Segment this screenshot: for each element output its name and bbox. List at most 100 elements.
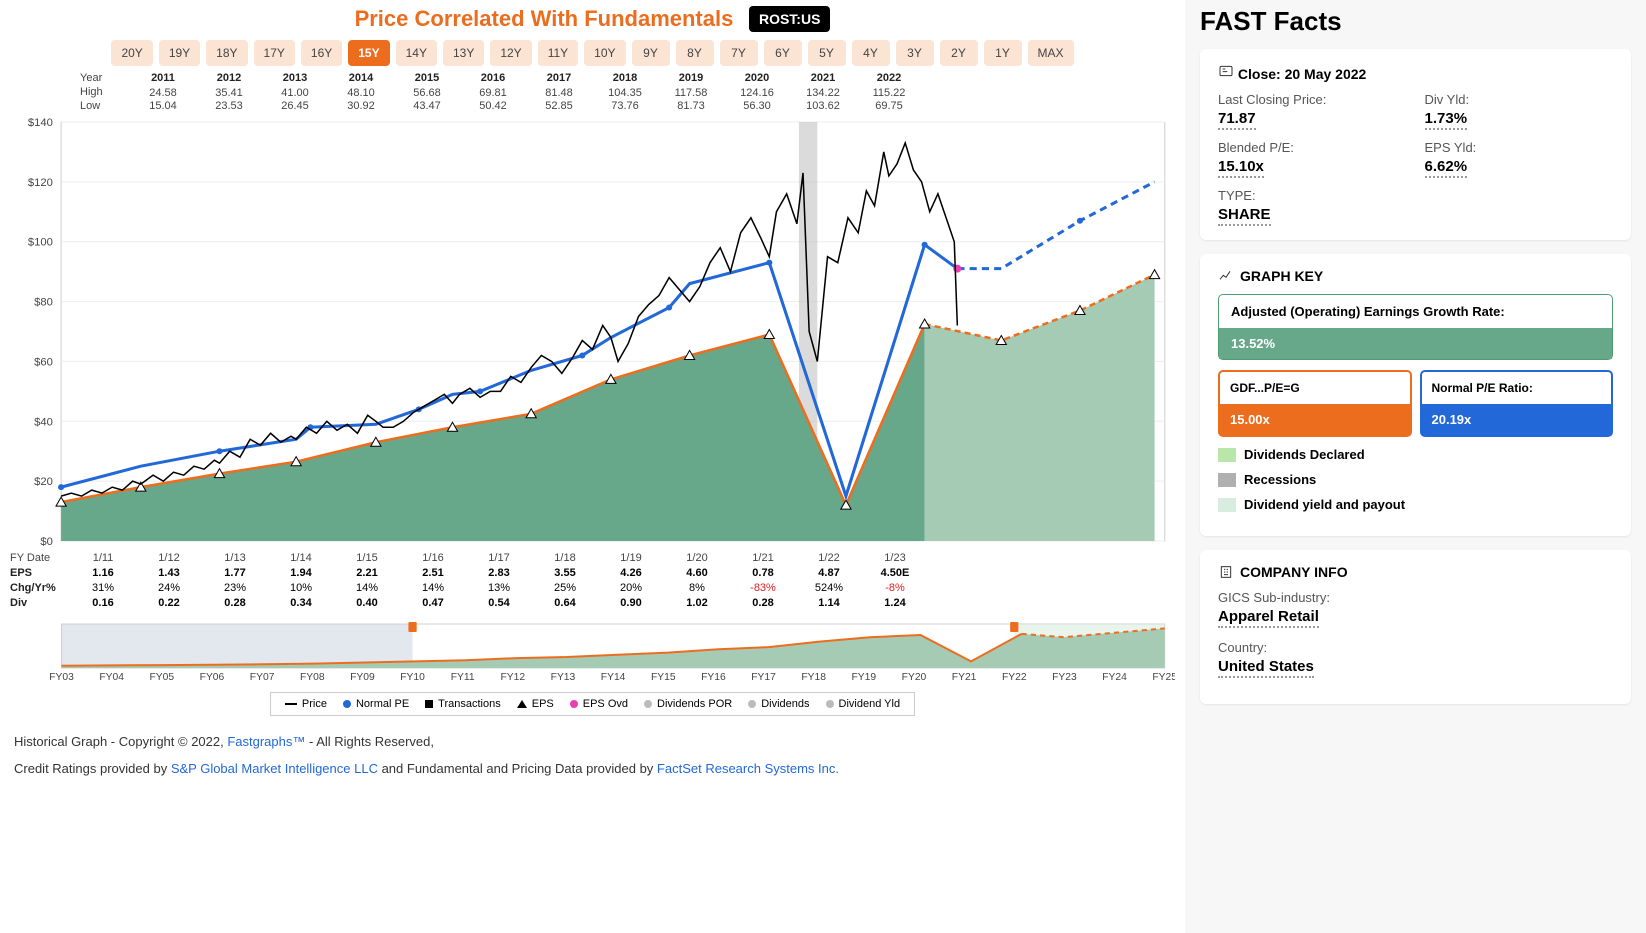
legend-item[interactable]: Dividends bbox=[748, 698, 809, 710]
svg-text:FY24: FY24 bbox=[1102, 672, 1127, 682]
hl-col: 201341.0026.45 bbox=[262, 72, 328, 114]
svg-text:$140: $140 bbox=[28, 117, 53, 129]
year-tab-1y[interactable]: 1Y bbox=[984, 40, 1022, 66]
fy-col: 1/224.87524%1.14 bbox=[796, 552, 862, 612]
svg-text:FY22: FY22 bbox=[1002, 672, 1027, 682]
company-row: GICS Sub-industry:Apparel Retail bbox=[1218, 590, 1613, 628]
legend-item[interactable]: EPS bbox=[517, 698, 554, 710]
legend-item[interactable]: Price bbox=[285, 698, 327, 710]
stat-cell: TYPE:SHARE bbox=[1218, 188, 1407, 226]
graph-key-card: GRAPH KEY Adjusted (Operating) Earnings … bbox=[1200, 254, 1631, 536]
svg-text:FY18: FY18 bbox=[801, 672, 826, 682]
fy-col: 1/183.5525%0.64 bbox=[532, 552, 598, 612]
fy-col: 1/172.8313%0.54 bbox=[466, 552, 532, 612]
svg-text:FY13: FY13 bbox=[551, 672, 576, 682]
year-tab-16y[interactable]: 16Y bbox=[301, 40, 342, 66]
year-tabs: 20Y 19Y18Y 17Y16Y15Y 14Y13Y12Y 11Y10Y 9Y8Y7Y6… bbox=[10, 40, 1175, 66]
stat-cell: EPS Yld:6.62% bbox=[1425, 140, 1614, 178]
spglobal-link[interactable]: S&P Global Market Intelligence LLC bbox=[171, 761, 378, 776]
year-tab-4y[interactable]: 4Y bbox=[852, 40, 890, 66]
year-tab-17y[interactable]: 17Y bbox=[254, 40, 295, 66]
fy-col: 1/194.2620%0.90 bbox=[598, 552, 664, 612]
fy-col: 1/111.1631%0.16 bbox=[70, 552, 136, 612]
stat-cell: Blended P/E:15.10x bbox=[1218, 140, 1407, 178]
legend-item[interactable]: EPS Ovd bbox=[570, 698, 628, 710]
year-tab-20y[interactable]: 20Y bbox=[111, 40, 152, 66]
svg-text:FY10: FY10 bbox=[400, 672, 425, 682]
year-tab-2y[interactable]: 2Y bbox=[940, 40, 978, 66]
key-legend-row: Dividends Declared bbox=[1218, 447, 1613, 462]
graph-icon bbox=[1218, 268, 1234, 284]
year-tab-9y[interactable]: 9Y bbox=[632, 40, 670, 66]
year-tab-3y[interactable]: 3Y bbox=[896, 40, 934, 66]
year-tab-10y[interactable]: 10Y bbox=[584, 40, 625, 66]
svg-text:$100: $100 bbox=[28, 237, 53, 249]
svg-text:FY15: FY15 bbox=[651, 672, 676, 682]
normal-pe-value: 20.19x bbox=[1422, 404, 1612, 435]
main-column: Price Correlated With Fundamentals ROST:… bbox=[0, 0, 1185, 933]
year-tab-13y[interactable]: 13Y bbox=[443, 40, 484, 66]
legend-item[interactable]: Dividends POR bbox=[644, 698, 732, 710]
year-tab-11y[interactable]: 11Y bbox=[538, 40, 578, 66]
company-info-header: COMPANY INFO bbox=[1218, 564, 1613, 580]
year-tab-7y[interactable]: 7Y bbox=[720, 40, 758, 66]
factset-link[interactable]: FactSet Research Systems Inc. bbox=[657, 761, 839, 776]
svg-text:FY07: FY07 bbox=[250, 672, 275, 682]
earnings-growth-label: Adjusted (Operating) Earnings Growth Rat… bbox=[1219, 295, 1612, 328]
svg-text:$20: $20 bbox=[34, 476, 53, 488]
year-tab-5y[interactable]: 5Y bbox=[808, 40, 846, 66]
earnings-growth-box: Adjusted (Operating) Earnings Growth Rat… bbox=[1218, 294, 1613, 360]
hl-col: 201448.1030.92 bbox=[328, 72, 394, 114]
hl-col: 201781.4852.85 bbox=[526, 72, 592, 114]
gdf-pe-box: GDF...P/E=G 15.00x bbox=[1218, 370, 1412, 437]
stats-card: Close: 20 May 2022 Last Closing Price:71… bbox=[1200, 49, 1631, 240]
svg-text:$120: $120 bbox=[28, 177, 53, 189]
hl-col: 2022115.2269.75 bbox=[856, 72, 922, 114]
svg-text:FY14: FY14 bbox=[601, 672, 626, 682]
svg-text:FY25: FY25 bbox=[1152, 672, 1175, 682]
svg-text:FY23: FY23 bbox=[1052, 672, 1077, 682]
fy-col: 1/234.50E-8%1.24 bbox=[862, 552, 928, 612]
hl-col: 2018104.3573.76 bbox=[592, 72, 658, 114]
company-info-card: COMPANY INFO GICS Sub-industry:Apparel R… bbox=[1200, 550, 1631, 704]
year-tab-max[interactable]: MAX bbox=[1028, 40, 1074, 66]
title-row: Price Correlated With Fundamentals ROST:… bbox=[10, 0, 1175, 40]
svg-text:$80: $80 bbox=[34, 297, 53, 309]
svg-text:FY03: FY03 bbox=[49, 672, 74, 682]
copyright-text-b: - All Rights Reserved, bbox=[305, 734, 434, 749]
credits-text-b: and Fundamental and Pricing Data provide… bbox=[378, 761, 657, 776]
stat-cell: Last Closing Price:71.87 bbox=[1218, 92, 1407, 130]
close-date: Close: 20 May 2022 bbox=[1238, 66, 1366, 82]
legend-item[interactable]: Normal PE bbox=[343, 698, 409, 710]
fastgraphs-link[interactable]: Fastgraphs™ bbox=[227, 734, 305, 749]
sidebar: FAST Facts Close: 20 May 2022 Last Closi… bbox=[1185, 0, 1646, 933]
svg-text:FY16: FY16 bbox=[701, 672, 726, 682]
year-tab-19y[interactable]: 19Y bbox=[159, 40, 200, 66]
svg-text:FY17: FY17 bbox=[751, 672, 776, 682]
svg-text:FY08: FY08 bbox=[300, 672, 325, 682]
hl-col: 2019117.5881.73 bbox=[658, 72, 724, 114]
hl-col: 201124.5815.04 bbox=[130, 72, 196, 114]
year-tab-6y[interactable]: 6Y bbox=[764, 40, 802, 66]
fy-col: 1/162.5114%0.47 bbox=[400, 552, 466, 612]
legend-item[interactable]: Dividend Yld bbox=[826, 698, 901, 710]
chart-title: Price Correlated With Fundamentals bbox=[355, 6, 734, 32]
year-tab-14y[interactable]: 14Y bbox=[396, 40, 437, 66]
svg-text:FY20: FY20 bbox=[902, 672, 927, 682]
year-tab-12y[interactable]: 12Y bbox=[490, 40, 531, 66]
svg-text:$0: $0 bbox=[40, 536, 52, 546]
year-tab-18y[interactable]: 18Y bbox=[206, 40, 247, 66]
stat-cell: Div Yld:1.73% bbox=[1425, 92, 1614, 130]
year-tab-15y[interactable]: 15Y bbox=[348, 40, 389, 66]
credits-text-a: Credit Ratings provided by bbox=[14, 761, 171, 776]
fast-facts-title: FAST Facts bbox=[1200, 0, 1631, 49]
key-legend-row: Recessions bbox=[1218, 472, 1613, 487]
fy-data-table: FY DateEPSChg/Yr%Div1/111.1631%0.161/121… bbox=[10, 552, 1175, 612]
svg-text:FY21: FY21 bbox=[952, 672, 977, 682]
year-tab-8y[interactable]: 8Y bbox=[676, 40, 714, 66]
svg-text:$60: $60 bbox=[34, 357, 53, 369]
overview-minichart[interactable]: FY03FY04FY05FY06FY07FY08FY09FY10FY11FY12… bbox=[10, 620, 1175, 682]
legend-item[interactable]: Transactions bbox=[425, 698, 501, 710]
hl-col: 2020124.1656.30 bbox=[724, 72, 790, 114]
main-chart[interactable]: $0$20$40$60$80$100$120$140 bbox=[10, 116, 1175, 546]
